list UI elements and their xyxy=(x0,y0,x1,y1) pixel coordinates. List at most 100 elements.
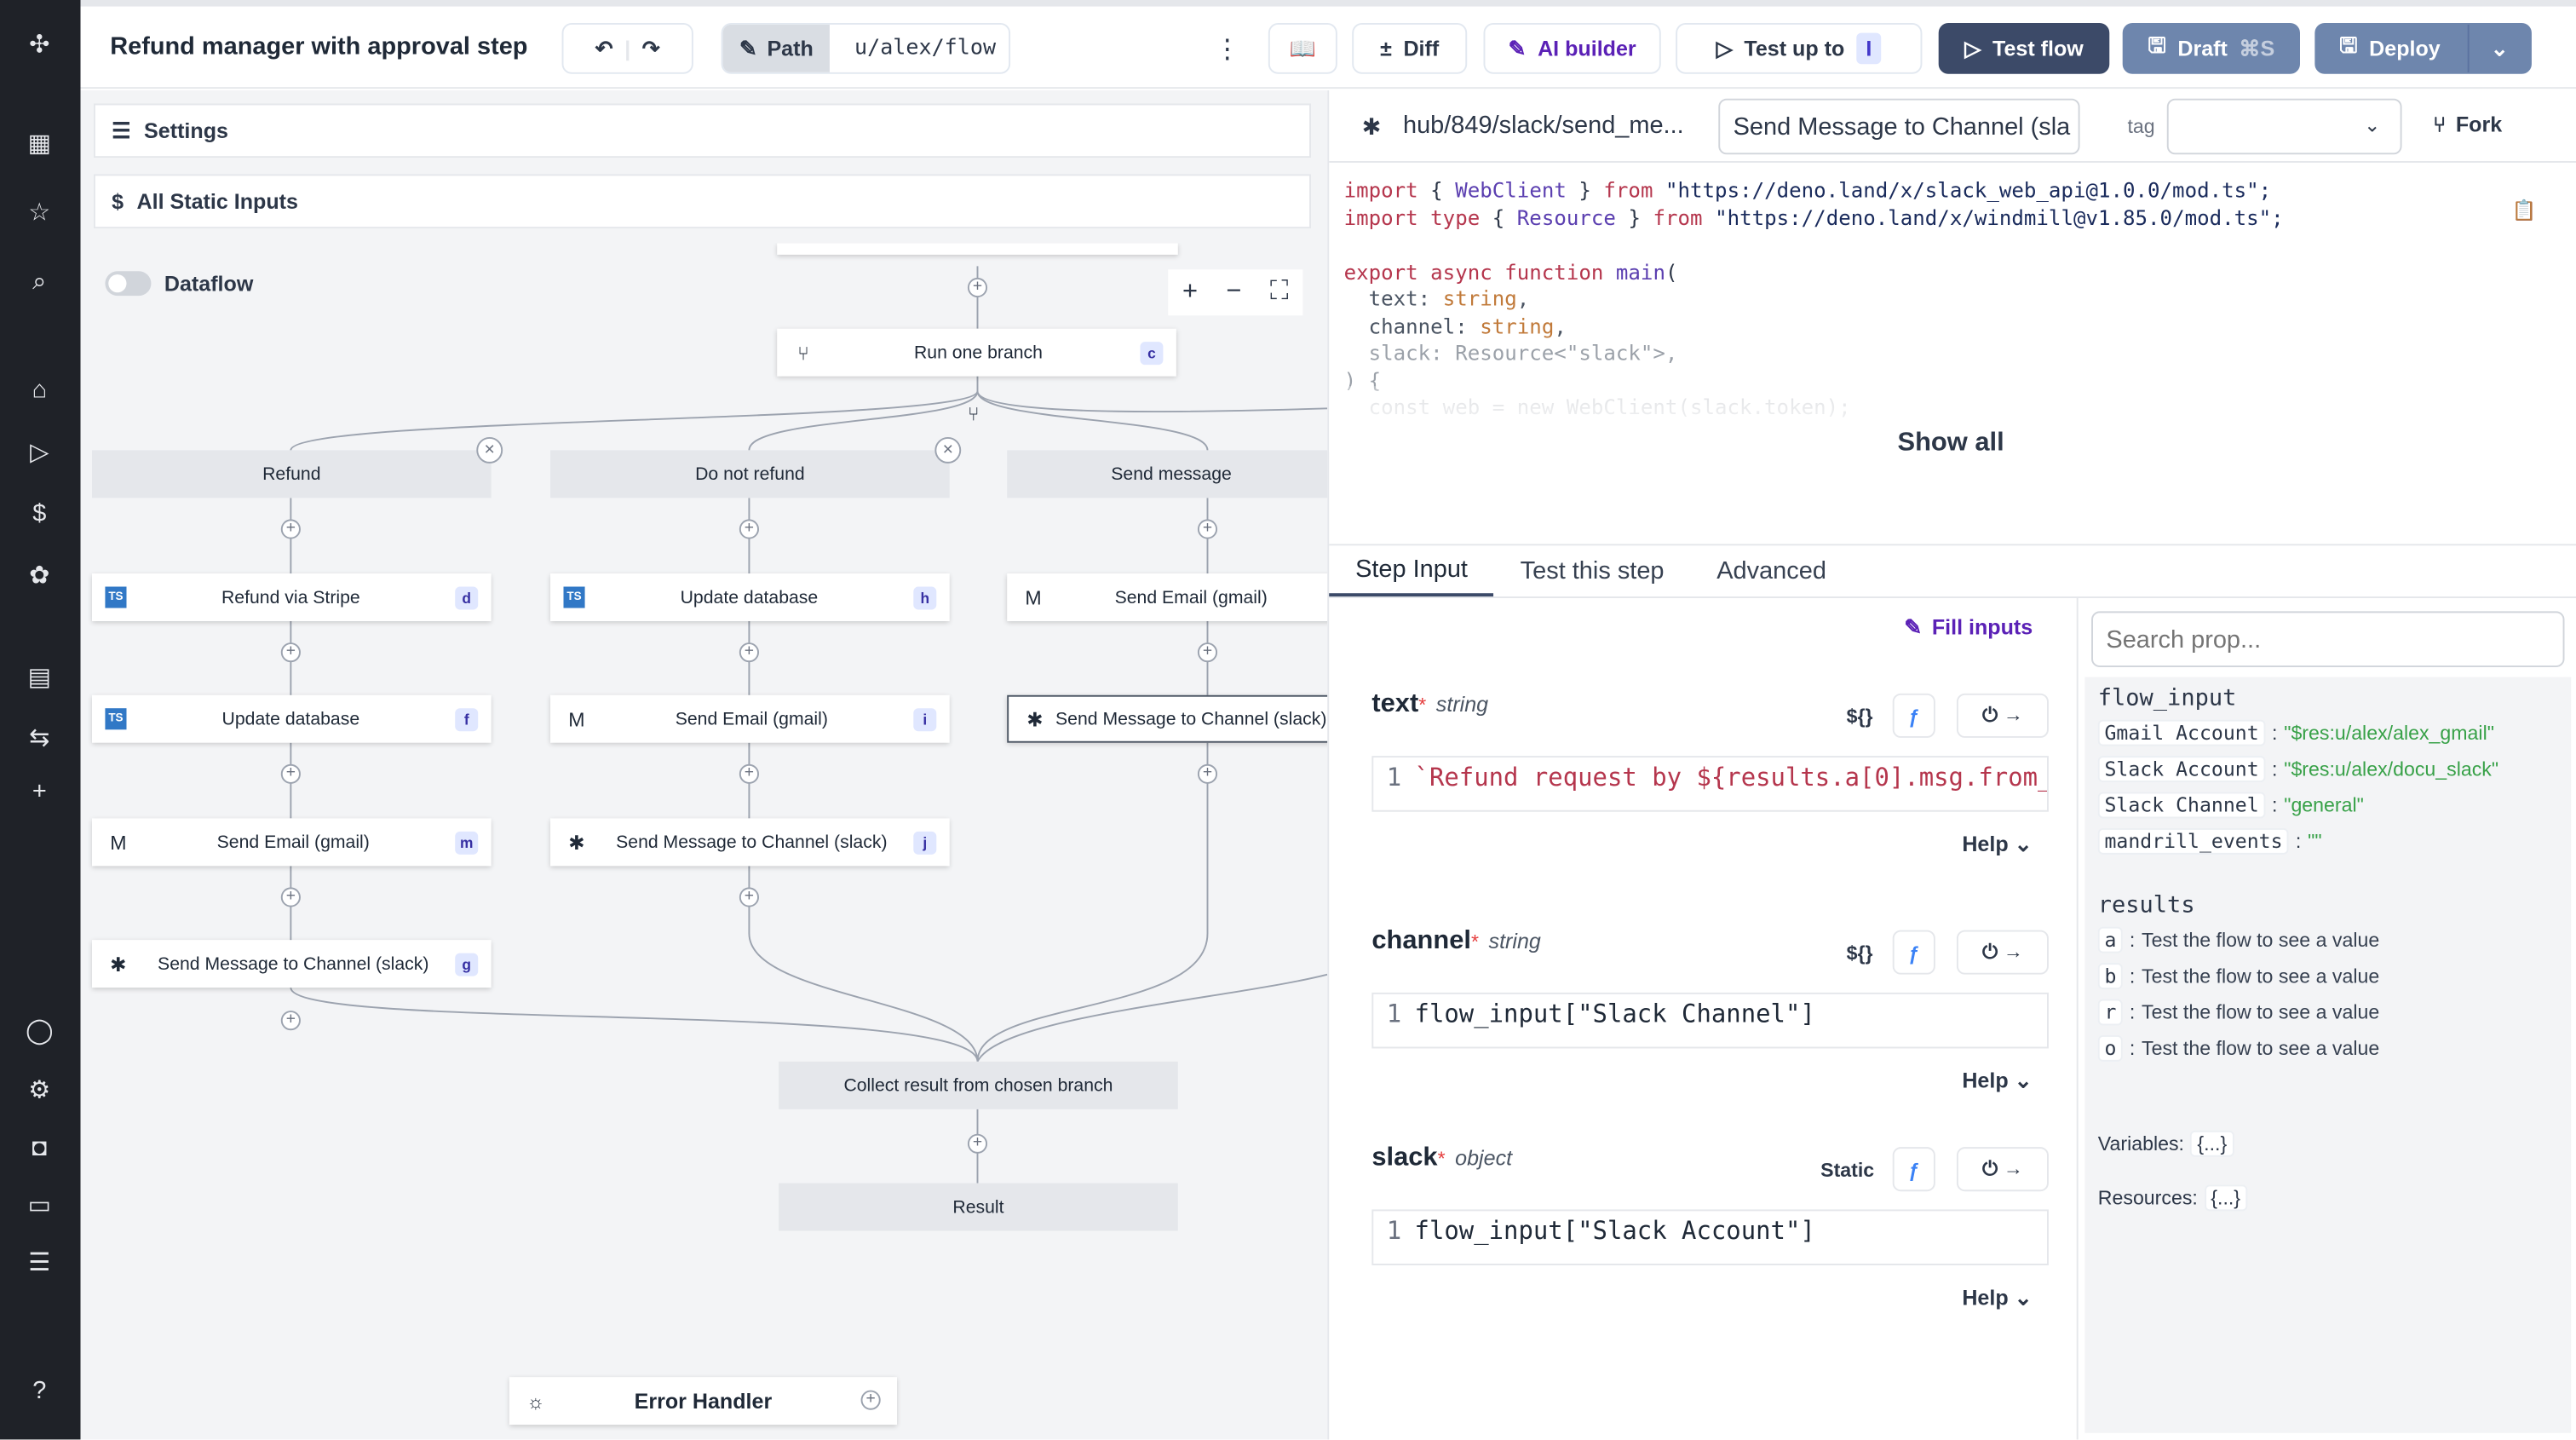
logo-icon[interactable]: ✣ xyxy=(29,31,50,60)
connect-plug-icon[interactable]: ⏻ → xyxy=(1956,930,2049,975)
gear-icon[interactable]: ⚙ xyxy=(28,1076,51,1104)
result-item[interactable]: o: Test the flow to see a value xyxy=(2097,1030,2558,1066)
add-step-icon[interactable]: + xyxy=(280,1011,301,1031)
path-field[interactable]: ✎ Path u/alex/flow xyxy=(721,22,1011,74)
flow-input-item[interactable]: mandrill_events: "" xyxy=(2097,823,2558,859)
test-flow-button[interactable]: ▷ Test flow xyxy=(1938,22,2110,74)
star-icon[interactable]: ☆ xyxy=(28,199,51,228)
flow-node[interactable]: M Send Email (gmail) m xyxy=(91,818,492,867)
flow-input-item[interactable]: Gmail Account: "$res:u/alex/alex_gmail" xyxy=(2097,715,2558,751)
add-step-icon[interactable]: + xyxy=(967,277,988,298)
flow-node[interactable]: ✱ Send Message to Channel (slack) j xyxy=(550,818,950,867)
flow-node[interactable]: M Send Email (gmail) i xyxy=(550,694,950,743)
connect-plug-icon[interactable]: ⏻ → xyxy=(1956,1147,2049,1192)
play-icon[interactable]: ▷ xyxy=(30,438,49,467)
error-handler[interactable]: ☼ Error Handler + xyxy=(509,1377,897,1426)
path-value[interactable]: u/alex/flow xyxy=(854,36,997,61)
flow-node[interactable]: Send message xyxy=(1007,450,1328,498)
add-step-icon[interactable]: + xyxy=(967,1133,988,1154)
diff-button[interactable]: ± Diff xyxy=(1352,22,1468,74)
add-step-icon[interactable]: + xyxy=(280,642,301,663)
plus-icon[interactable]: + xyxy=(32,777,47,805)
variables-expand[interactable]: {...} xyxy=(2190,1130,2234,1157)
remove-branch-icon[interactable]: × xyxy=(476,436,503,464)
building-icon[interactable]: ▦ xyxy=(27,130,51,158)
function-mode-icon[interactable]: ƒ xyxy=(1892,693,1935,738)
flow-input-item[interactable]: Slack Account: "$res:u/alex/docu_slack" xyxy=(2097,751,2558,786)
deploy-dropdown-chevron-icon[interactable]: ⌄ xyxy=(2467,24,2530,72)
add-step-icon[interactable]: + xyxy=(1197,642,1218,663)
show-all-button[interactable]: Show all xyxy=(1897,429,2004,458)
channel-code-input[interactable]: 1 flow_input["Slack Channel"] xyxy=(1371,992,2049,1049)
dataflow-toggle[interactable]: Dataflow xyxy=(105,271,253,297)
input-mode-toggle[interactable]: ${} xyxy=(1826,930,1893,975)
flow-input-title[interactable]: flow_input xyxy=(2097,685,2237,712)
resources-expand[interactable]: {...} xyxy=(2204,1184,2247,1212)
flow-node[interactable]: TS Refund via Stripe d xyxy=(91,573,492,621)
add-step-icon[interactable]: + xyxy=(1197,763,1218,784)
input-mode-toggle[interactable]: ${} xyxy=(1826,693,1893,738)
flow-canvas[interactable]: Dataflow + − ⛶ ⑂ Run one branch c Refund Do no… xyxy=(80,243,1328,1439)
input-mode-toggle[interactable]: Static xyxy=(1802,1147,1893,1192)
help-toggle[interactable]: Help ⌄ xyxy=(1962,1068,2033,1093)
search-icon[interactable]: ⌕ xyxy=(32,268,47,297)
more-menu-icon[interactable]: ⋮ xyxy=(1214,36,1241,65)
summary-input[interactable]: Send Message to Channel (sla xyxy=(1718,98,2080,155)
flow-node[interactable]: TS Update database h xyxy=(550,573,950,621)
result-item[interactable]: b: Test the flow to see a value xyxy=(2097,958,2558,994)
help-icon[interactable]: ? xyxy=(32,1377,47,1405)
flow-node[interactable]: Collect result from chosen branch xyxy=(779,1061,1178,1109)
user-icon[interactable]: ◯ xyxy=(26,1017,54,1045)
add-step-icon[interactable]: + xyxy=(1197,519,1218,539)
add-step-icon[interactable]: + xyxy=(739,763,759,784)
fill-inputs-button[interactable]: ✎ Fill inputs xyxy=(1904,614,2033,640)
dollar-icon[interactable]: $ xyxy=(32,499,47,528)
redo-icon[interactable]: ↷ xyxy=(641,35,660,60)
text-code-input[interactable]: 1 `Refund request by ${results.a[0].msg.f… xyxy=(1371,756,2049,812)
folder-icon[interactable]: ▭ xyxy=(27,1191,51,1219)
tab-advanced[interactable]: Advanced xyxy=(1716,556,1826,585)
flow-node[interactable]: Result xyxy=(779,1183,1178,1231)
cluster-icon[interactable]: ✿ xyxy=(29,562,50,590)
flow-node[interactable]: Refund xyxy=(91,450,492,498)
help-toggle[interactable]: Help ⌄ xyxy=(1962,1285,2033,1310)
fork-button[interactable]: ⑂ Fork xyxy=(2433,112,2503,137)
help-toggle[interactable]: Help ⌄ xyxy=(1962,831,2033,856)
add-step-icon[interactable]: + xyxy=(739,887,759,907)
routes-icon[interactable]: ⇆ xyxy=(29,724,50,753)
docs-button[interactable]: 📖 xyxy=(1268,22,1337,74)
result-item[interactable]: a: Test the flow to see a value xyxy=(2097,922,2558,958)
flow-node[interactable]: M Send Email (gmail) xyxy=(1007,573,1328,621)
remove-branch-icon[interactable]: × xyxy=(934,436,962,464)
tag-select[interactable]: ⌄ xyxy=(2166,98,2402,155)
add-step-icon[interactable]: + xyxy=(280,887,301,907)
flow-node[interactable]: TS Update database f xyxy=(91,694,492,743)
result-item[interactable]: r: Test the flow to see a value xyxy=(2097,994,2558,1030)
deploy-button[interactable]: 🖫 Deploy ⌄ xyxy=(2314,22,2532,74)
test-up-to-button[interactable]: ▷ Test up to I xyxy=(1676,22,1923,74)
flow-node[interactable]: ✱ Send Message to Channel (slack) xyxy=(1007,694,1328,743)
undo-icon[interactable]: ↶ xyxy=(595,35,613,60)
tab-step-input[interactable]: Step Input xyxy=(1329,545,1494,597)
toggle-switch[interactable] xyxy=(105,271,152,297)
tab-test-this-step[interactable]: Test this step xyxy=(1520,556,1665,585)
add-step-icon[interactable]: + xyxy=(739,519,759,539)
zoom-out-icon[interactable]: − xyxy=(1226,277,1242,306)
flow-input-item[interactable]: Slack Channel: "general" xyxy=(2097,787,2558,823)
function-mode-icon[interactable]: ƒ xyxy=(1892,930,1935,975)
copy-icon[interactable]: 📋 xyxy=(2511,199,2537,222)
flow-node[interactable]: ✱ Send Message to Channel (slack) g xyxy=(91,940,492,988)
settings-row[interactable]: ☰ Settings xyxy=(93,103,1311,158)
connect-plug-icon[interactable]: ⏻ → xyxy=(1956,693,2049,738)
add-error-handler-icon[interactable]: + xyxy=(860,1390,881,1410)
draft-button[interactable]: 🖫 Draft ⌘S xyxy=(2122,22,2300,74)
flow-node[interactable]: Do not refund xyxy=(550,450,950,498)
list-icon[interactable]: ☰ xyxy=(28,1248,51,1277)
fullscreen-icon[interactable]: ⛶ xyxy=(1269,277,1289,306)
calendar-icon[interactable]: ▤ xyxy=(27,664,51,692)
search-prop-input[interactable] xyxy=(2091,611,2565,667)
home-icon[interactable]: ⌂ xyxy=(32,376,48,405)
zoom-in-icon[interactable]: + xyxy=(1182,277,1198,306)
results-title[interactable]: results xyxy=(2097,892,2195,919)
ai-builder-button[interactable]: ✎ AI builder xyxy=(1483,22,1661,74)
